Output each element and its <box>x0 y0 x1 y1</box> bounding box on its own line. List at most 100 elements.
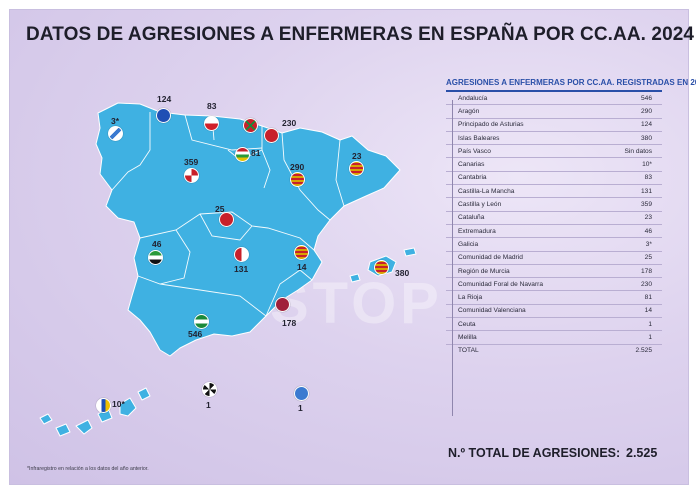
page-title: DATOS DE AGRESIONES A ENFERMERAS EN ESPA… <box>26 24 695 45</box>
melilla-flag-icon <box>294 386 309 401</box>
table-row: Islas Baleares 380 <box>446 132 662 146</box>
madrid-flag-icon <box>219 212 234 227</box>
row-name: Canarias <box>458 161 485 169</box>
valenciana-flag-icon <box>294 245 309 260</box>
row-name: Castilla-La Mancha <box>458 187 515 195</box>
row-value: 178 <box>640 267 652 275</box>
castilla-mancha-flag-icon <box>234 247 249 262</box>
pais-vasco-flag-icon <box>243 118 258 133</box>
row-name: Castilla y León <box>458 201 502 209</box>
galicia-flag-icon <box>108 126 123 141</box>
row-name: Andalucía <box>458 94 488 102</box>
row-value: 83 <box>644 174 652 182</box>
canarias-island-6 <box>137 387 151 401</box>
ceuta-value: 1 <box>206 400 211 410</box>
table-row: Aragón 290 <box>446 105 662 119</box>
table-row: Andalucía 546 <box>446 92 662 106</box>
row-name: Comunidad Foral de Navarra <box>458 280 544 288</box>
row-value: 23 <box>644 214 652 222</box>
table-row: Región de Murcia 178 <box>446 265 662 279</box>
castilla-leon-flag-icon <box>184 168 199 183</box>
row-name: Cantabria <box>458 174 487 182</box>
table-row: Castilla y León 359 <box>446 198 662 212</box>
rioja-flag-icon <box>235 147 250 162</box>
row-value: 124 <box>640 121 652 129</box>
total-label: N.º TOTAL DE AGRESIONES: <box>448 446 621 460</box>
table-row: Comunidad Valenciana 14 <box>446 305 662 319</box>
valenciana-value: 14 <box>297 262 307 272</box>
row-value: 25 <box>644 254 652 262</box>
table-rows: Andalucía 546 Aragón 290 Principado de Astur… <box>446 92 662 357</box>
rioja-value: 81 <box>251 148 261 158</box>
canarias-island-1 <box>39 413 53 425</box>
table-row: Ceuta 1 <box>446 318 662 332</box>
row-value: 359 <box>640 201 652 209</box>
table-row: TOTAL 2.525 <box>446 345 662 357</box>
table-heading: AGRESIONES A ENFERMERAS POR CC.AA. REGIS… <box>446 78 696 92</box>
aragon-value: 290 <box>290 162 305 172</box>
data-table: AGRESIONES A ENFERMERAS POR CC.AA. REGIS… <box>446 78 696 357</box>
row-value: Sin datos <box>624 147 653 155</box>
row-name: Principado de Asturias <box>458 121 524 129</box>
table-divider <box>452 100 453 416</box>
row-value: 2.525 <box>635 347 652 355</box>
table-row: Cataluña 23 <box>446 212 662 225</box>
row-value: 3* <box>645 240 652 248</box>
row-value: 131 <box>640 187 652 195</box>
row-value: 1 <box>648 333 652 341</box>
canarias-island-3 <box>75 419 93 435</box>
table-row: Castilla-La Mancha 131 <box>446 185 662 199</box>
mainland-spain <box>95 102 401 357</box>
asturias-value: 124 <box>157 94 172 104</box>
canarias-island-2 <box>55 423 71 437</box>
table-row: Comunidad Foral de Navarra 230 <box>446 278 662 292</box>
galicia-value: 3* <box>111 116 120 126</box>
row-value: 10* <box>642 161 652 169</box>
aragon-flag-icon <box>290 172 305 187</box>
extremadura-flag-icon <box>148 250 163 265</box>
cataluna-flag-icon <box>349 161 364 176</box>
canarias-flag-icon <box>96 398 111 413</box>
canarias-value: 10* <box>112 399 125 409</box>
canarias-island-5 <box>119 397 137 417</box>
murcia-value: 178 <box>282 318 297 328</box>
row-value: 230 <box>640 280 652 288</box>
row-name: Melilla <box>458 333 477 341</box>
row-value: 81 <box>644 294 652 302</box>
baleares-value: 380 <box>395 268 410 278</box>
total-value: 2.525 <box>626 446 658 460</box>
cataluna-value: 23 <box>352 151 362 161</box>
ceuta-flag-icon <box>202 382 217 397</box>
row-name: Comunidad de Madrid <box>458 254 523 262</box>
cantabria-flag-icon <box>204 116 219 131</box>
table-row: La Rioja 81 <box>446 291 662 305</box>
table-row: Galicia 3* <box>446 238 662 252</box>
row-name: Cataluña <box>458 214 485 222</box>
table-row: Comunidad de Madrid 25 <box>446 252 662 265</box>
andalucia-value: 546 <box>188 329 203 339</box>
row-value: 290 <box>640 107 652 115</box>
row-name: La Rioja <box>458 294 483 302</box>
row-value: 546 <box>640 94 652 102</box>
table-row: Melilla 1 <box>446 331 662 345</box>
row-value: 46 <box>644 227 652 235</box>
table-row: Principado de Asturias 124 <box>446 119 662 132</box>
madrid-value: 25 <box>215 204 225 214</box>
row-value: 1 <box>648 320 652 328</box>
navarra-flag-icon <box>264 128 279 143</box>
row-value: 380 <box>640 134 652 142</box>
murcia-flag-icon <box>275 297 290 312</box>
cantabria-value: 83 <box>207 101 217 111</box>
table-row: Cantabria 83 <box>446 172 662 186</box>
ibiza-island <box>349 273 361 283</box>
row-name: Islas Baleares <box>458 134 500 142</box>
row-name: Comunidad Valenciana <box>458 307 526 315</box>
table-row: País Vasco Sin datos <box>446 145 662 159</box>
asturias-flag-icon <box>156 108 171 123</box>
castilla-mancha-value: 131 <box>234 264 249 274</box>
table-row: Extremadura 46 <box>446 225 662 239</box>
castilla-leon-value: 359 <box>184 157 199 167</box>
row-name: Región de Murcia <box>458 267 510 275</box>
row-name: Galicia <box>458 240 479 248</box>
melilla-value: 1 <box>298 403 303 413</box>
